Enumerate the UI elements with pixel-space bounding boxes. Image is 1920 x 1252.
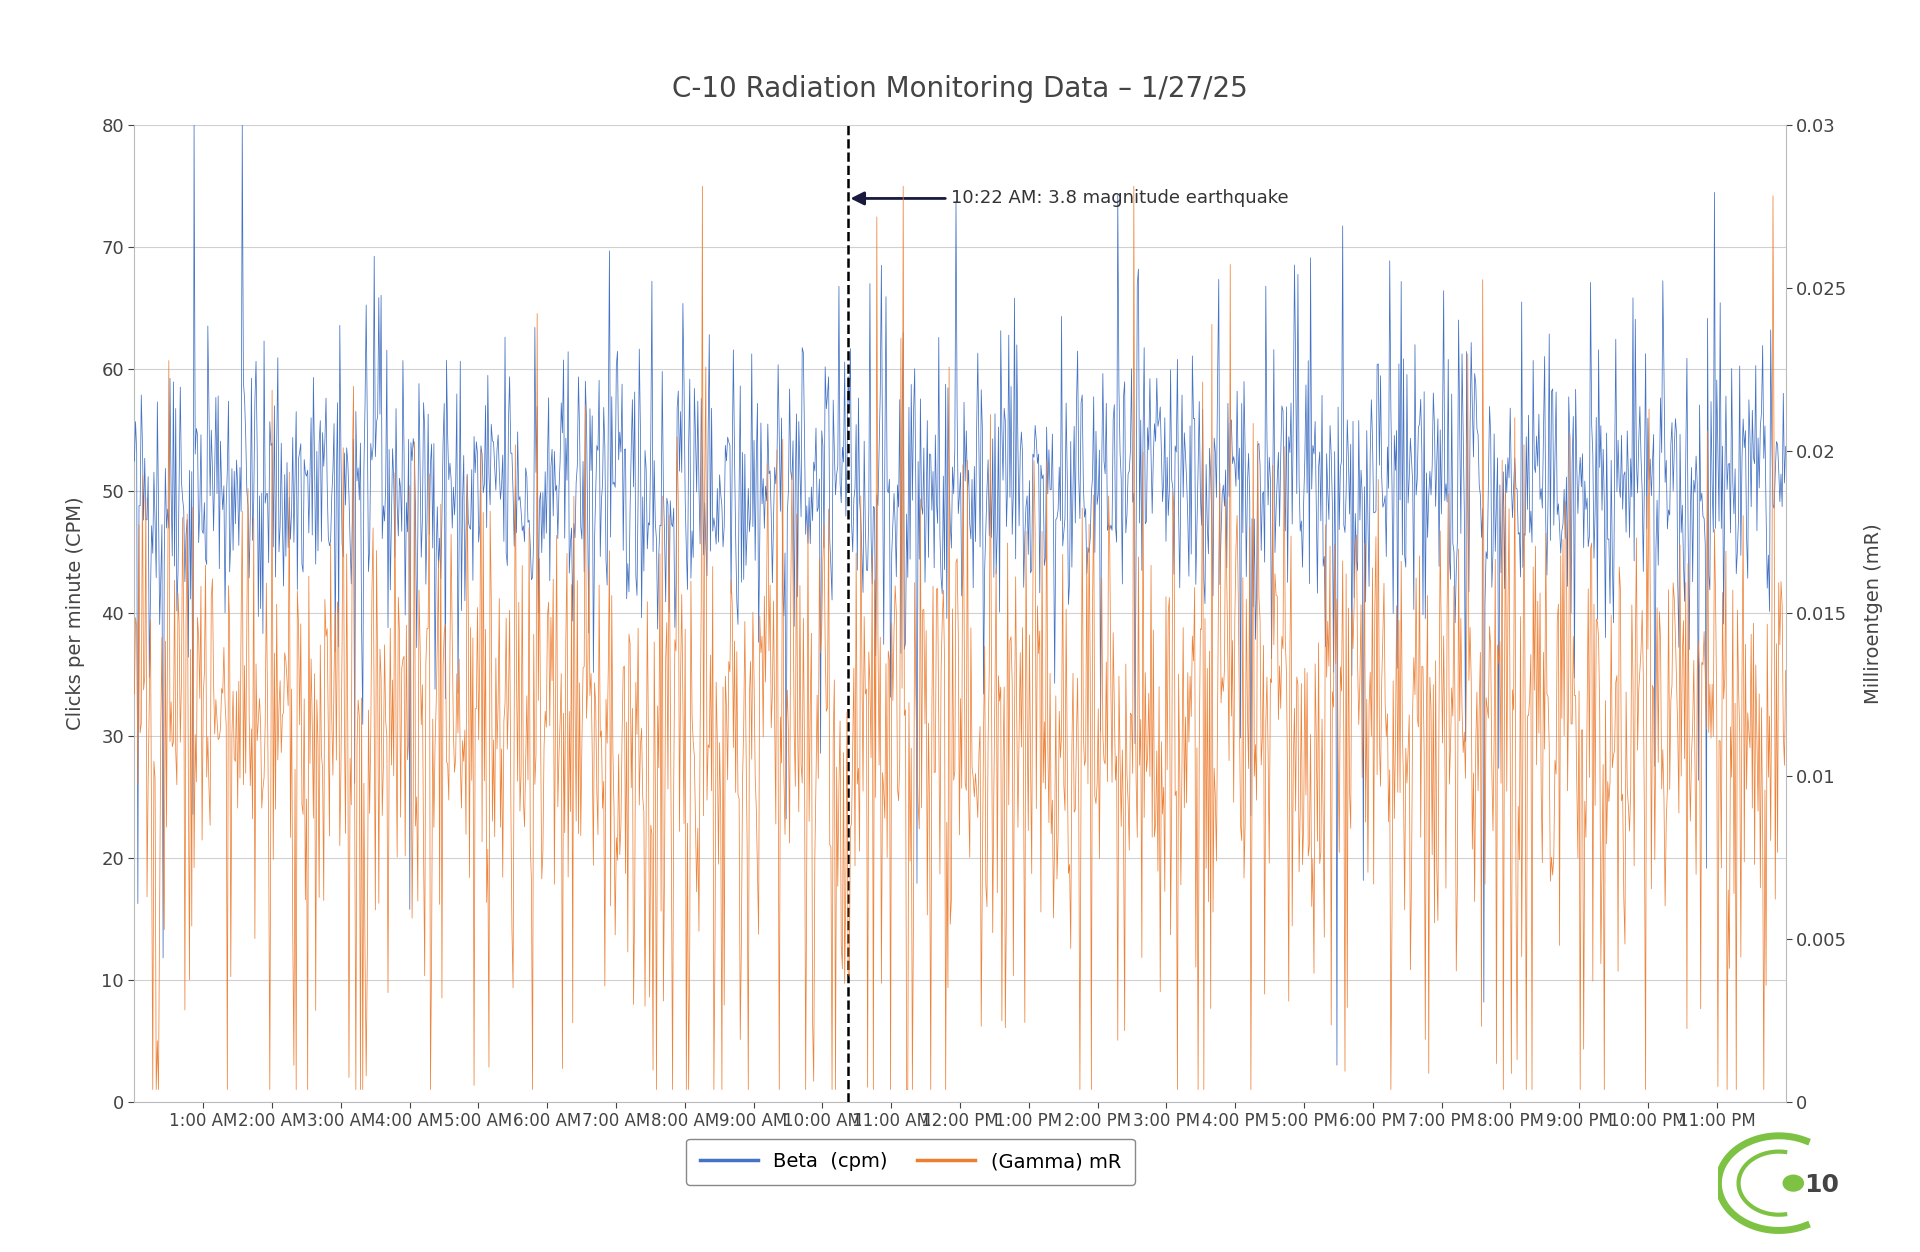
Title: C-10 Radiation Monitoring Data – 1/27/25: C-10 Radiation Monitoring Data – 1/27/25 <box>672 75 1248 104</box>
Y-axis label: Milliroentgen (mR): Milliroentgen (mR) <box>1864 523 1884 704</box>
Text: 10:22 AM: 3.8 magnitude earthquake: 10:22 AM: 3.8 magnitude earthquake <box>854 189 1288 208</box>
Circle shape <box>1784 1176 1803 1191</box>
Legend: Beta  (cpm), (Gamma) mR: Beta (cpm), (Gamma) mR <box>685 1138 1135 1184</box>
Text: 10: 10 <box>1805 1173 1839 1197</box>
Y-axis label: Clicks per minute (CPM): Clicks per minute (CPM) <box>65 497 84 730</box>
